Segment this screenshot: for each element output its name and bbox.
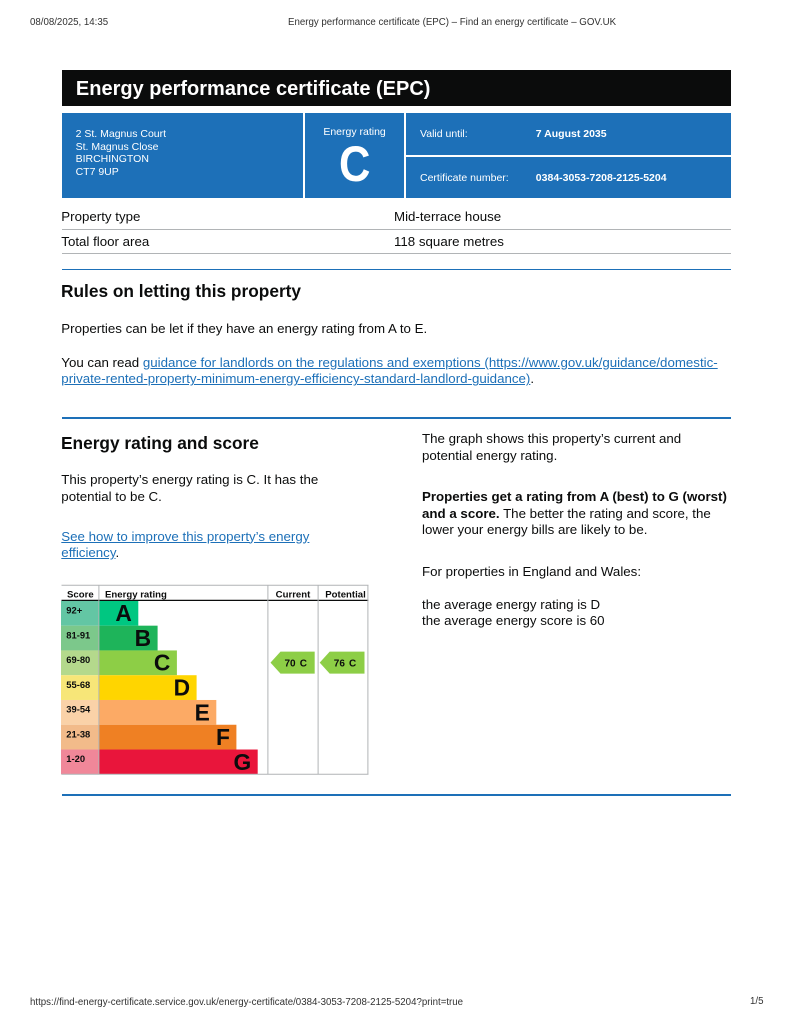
svg-text:1-20: 1-20 [66, 753, 85, 764]
svg-text:55-68: 55-68 [66, 679, 90, 690]
svg-text:G: G [233, 749, 251, 775]
svg-text:Current: Current [276, 590, 311, 601]
svg-text:21-38: 21-38 [66, 728, 90, 739]
svg-text:C: C [300, 659, 307, 670]
svg-text:C: C [349, 659, 356, 670]
svg-text:69-80: 69-80 [66, 654, 90, 665]
svg-text:Score: Score [67, 590, 94, 601]
svg-text:81-91: 81-91 [66, 629, 90, 640]
svg-text:C: C [154, 650, 170, 676]
svg-text:76: 76 [334, 659, 346, 670]
svg-text:70: 70 [285, 659, 297, 670]
svg-text:F: F [216, 724, 230, 750]
svg-text:39-54: 39-54 [66, 704, 91, 715]
svg-text:B: B [135, 625, 151, 651]
svg-text:A: A [115, 600, 131, 626]
svg-text:E: E [195, 699, 210, 725]
svg-text:92+: 92+ [66, 605, 82, 616]
svg-text:D: D [174, 675, 190, 701]
svg-text:Potential: Potential [325, 590, 366, 601]
svg-text:Energy rating: Energy rating [105, 590, 167, 601]
